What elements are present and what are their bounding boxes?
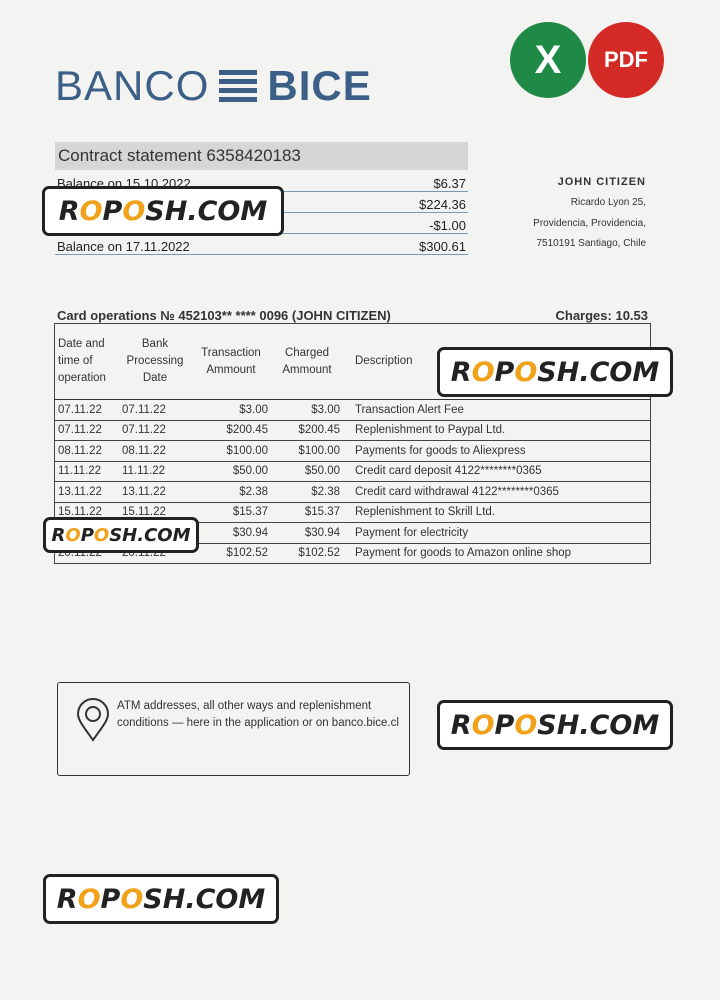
table-row: 07.11.22 07.11.22 $200.45 $200.45 Replenishm… bbox=[54, 420, 651, 441]
bank-logo: BANCO BICE bbox=[55, 62, 372, 110]
header-charged-amount: Charged Ammount bbox=[271, 323, 343, 400]
balance-value: $300.61 bbox=[419, 239, 466, 254]
watermark: R O P O SH.COM bbox=[43, 517, 199, 553]
balance-value: $6.37 bbox=[433, 176, 466, 191]
location-pin-icon bbox=[76, 698, 110, 742]
logo-text-right: BICE bbox=[267, 62, 372, 109]
excel-icon[interactable]: X bbox=[510, 22, 586, 98]
charged-amount: $100.00 bbox=[271, 440, 343, 462]
description: Transaction Alert Fee bbox=[343, 399, 651, 421]
table-row: 20.11.22 20.11.22 $102.52 $102.52 Payment fo… bbox=[54, 543, 651, 564]
charged-amount: $2.38 bbox=[271, 481, 343, 503]
description: Credit card withdrawal 4122********0365 bbox=[343, 481, 651, 503]
charged-amount: $50.00 bbox=[271, 461, 343, 482]
customer-name: JOHN CITIZEN bbox=[557, 176, 646, 188]
description: Replenishment to Paypal Ltd. bbox=[343, 420, 651, 441]
card-operations-title: Card operations № 452103** **** 0096 (JO… bbox=[57, 308, 391, 323]
operation-date: 13.11.22 bbox=[54, 481, 119, 503]
operation-date: 07.11.22 bbox=[54, 420, 119, 441]
processing-date: 07.11.22 bbox=[119, 420, 191, 441]
transaction-amount: $2.38 bbox=[191, 481, 271, 503]
transaction-amount: $3.00 bbox=[191, 399, 271, 421]
operation-date: 07.11.22 bbox=[54, 399, 119, 421]
charged-amount: $102.52 bbox=[271, 543, 343, 564]
balance-value: $224.36 bbox=[419, 197, 466, 212]
atm-info-box bbox=[57, 682, 410, 776]
description: Credit card deposit 4122********0365 bbox=[343, 461, 651, 482]
transaction-amount: $30.94 bbox=[191, 522, 271, 544]
description: Payment for electricity bbox=[343, 522, 651, 544]
logo-bars-icon bbox=[219, 70, 258, 102]
transaction-amount: $15.37 bbox=[191, 502, 271, 523]
table-row: 13.11.22 13.11.22 $2.38 $2.38 Credit card wi… bbox=[54, 481, 651, 503]
charges-total: Charges: 10.53 bbox=[555, 308, 649, 323]
processing-date: 11.11.22 bbox=[119, 461, 191, 482]
atm-info-text: ATM addresses, all other ways and replen… bbox=[117, 700, 399, 729]
charged-amount: $3.00 bbox=[271, 399, 343, 421]
description: Payment for goods to Amazon online shop bbox=[343, 543, 651, 564]
header-processing-date: Bank Processing Date bbox=[119, 323, 191, 400]
header-date: Date and time of operation bbox=[54, 323, 119, 400]
address-line: Ricardo Lyon 25, bbox=[570, 197, 646, 208]
transaction-amount: $50.00 bbox=[191, 461, 271, 482]
processing-date: 13.11.22 bbox=[119, 481, 191, 503]
charged-amount: $200.45 bbox=[271, 420, 343, 441]
address-line: 7510191 Santiago, Chile bbox=[536, 238, 646, 249]
balance-label: Balance on 17.11.2022 bbox=[57, 239, 190, 254]
table-row: 11.11.22 11.11.22 $50.00 $50.00 Credit card … bbox=[54, 461, 651, 482]
processing-date: 08.11.22 bbox=[119, 440, 191, 462]
table-row: 08.11.22 08.11.22 $100.00 $100.00 Payments f… bbox=[54, 440, 651, 462]
statement-title: Contract statement 6358420183 bbox=[55, 142, 468, 170]
watermark: R O P O SH.COM bbox=[437, 700, 673, 750]
transaction-amount: $200.45 bbox=[191, 420, 271, 441]
table-row: 07.11.22 07.11.22 $3.00 $3.00 Transaction Al… bbox=[54, 399, 651, 421]
watermark: R O P O SH.COM bbox=[437, 347, 673, 397]
transaction-amount: $102.52 bbox=[191, 543, 271, 564]
description: Replenishment to Skrill Ltd. bbox=[343, 502, 651, 523]
description: Payments for goods to Aliexpress bbox=[343, 440, 651, 462]
operation-date: 08.11.22 bbox=[54, 440, 119, 462]
charged-amount: $30.94 bbox=[271, 522, 343, 544]
operation-date: 11.11.22 bbox=[54, 461, 119, 482]
watermark: R O P O SH.COM bbox=[43, 874, 279, 924]
processing-date: 07.11.22 bbox=[119, 399, 191, 421]
transaction-amount: $100.00 bbox=[191, 440, 271, 462]
watermark: R O P O SH.COM bbox=[42, 186, 284, 236]
header-transaction-amount: Transaction Ammount bbox=[191, 323, 271, 400]
logo-text-left: BANCO bbox=[55, 62, 210, 109]
balance-row: Balance on 17.11.2022 $300.61 bbox=[55, 235, 468, 255]
charged-amount: $15.37 bbox=[271, 502, 343, 523]
pdf-icon[interactable]: PDF bbox=[588, 22, 664, 98]
address-line: Providencia, Providencia, bbox=[533, 218, 646, 229]
balance-value: -$1.00 bbox=[429, 218, 466, 233]
